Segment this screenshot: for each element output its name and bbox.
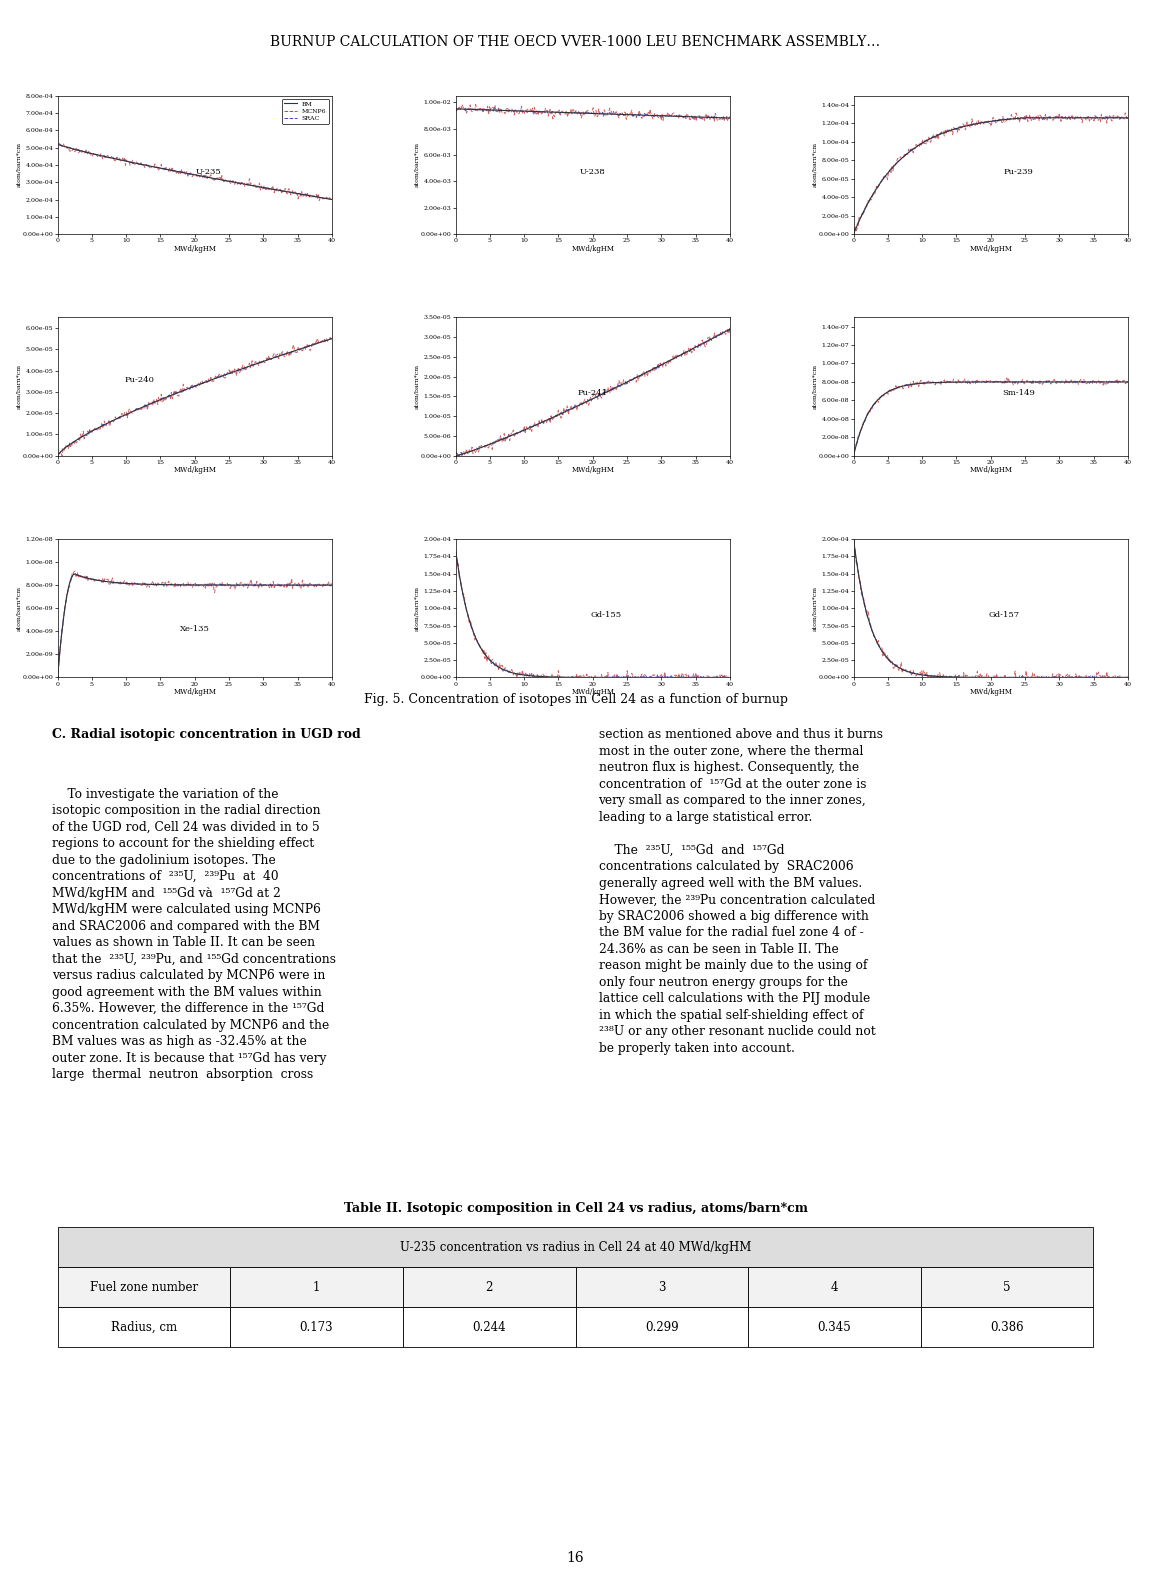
Text: 5: 5 [1004, 1280, 1011, 1294]
Text: U-238: U-238 [580, 167, 605, 175]
X-axis label: MWd/kgHM: MWd/kgHM [571, 245, 615, 253]
Legend: BM, MCNP6, SRAC: BM, MCNP6, SRAC [282, 99, 329, 124]
Y-axis label: atom/barn*cm: atom/barn*cm [16, 363, 21, 410]
Y-axis label: atom/barn*cm: atom/barn*cm [414, 363, 419, 410]
Text: 1: 1 [313, 1280, 320, 1294]
X-axis label: MWd/kgHM: MWd/kgHM [571, 467, 615, 475]
Bar [921, 1267, 1093, 1307]
Text: Gd-157: Gd-157 [989, 611, 1020, 618]
Y-axis label: atom/barn*cm: atom/barn*cm [813, 363, 817, 410]
X-axis label: MWd/kgHM: MWd/kgHM [969, 467, 1012, 475]
Bar [58, 1267, 230, 1307]
Text: C. Radial isotopic concentration in UGD rod: C. Radial isotopic concentration in UGD … [52, 728, 360, 741]
Y-axis label: atom/barn*cm: atom/barn*cm [414, 585, 419, 631]
Text: U-235: U-235 [196, 167, 221, 175]
Y-axis label: atom/barn*cm: atom/barn*cm [16, 585, 21, 631]
Text: 0.386: 0.386 [990, 1320, 1024, 1334]
X-axis label: MWd/kgHM: MWd/kgHM [969, 245, 1012, 253]
Text: Gd-155: Gd-155 [590, 611, 622, 618]
Text: Fuel zone number: Fuel zone number [90, 1280, 198, 1294]
Y-axis label: atom/barn*cm: atom/barn*cm [813, 585, 817, 631]
Text: BURNUP CALCULATION OF THE OECD VVER-1000 LEU BENCHMARK ASSEMBLY…: BURNUP CALCULATION OF THE OECD VVER-1000… [270, 35, 881, 49]
Bar [58, 1307, 230, 1347]
Text: Fig. 5. Concentration of isotopes in Cell 24 as a function of burnup: Fig. 5. Concentration of isotopes in Cel… [364, 693, 787, 706]
Bar [921, 1307, 1093, 1347]
Text: 16: 16 [566, 1551, 585, 1565]
Text: section as mentioned above and thus it burns
most in the outer zone, where the t: section as mentioned above and thus it b… [599, 728, 883, 1055]
Text: Pu-240: Pu-240 [125, 376, 155, 384]
Y-axis label: atom/barn*cm: atom/barn*cm [16, 142, 21, 188]
Bar [748, 1307, 921, 1347]
Text: Table II. Isotopic composition in Cell 24 vs radius, atoms/barn*cm: Table II. Isotopic composition in Cell 2… [343, 1202, 808, 1215]
Text: 0.299: 0.299 [645, 1320, 679, 1334]
Text: 4: 4 [831, 1280, 838, 1294]
Bar [403, 1307, 576, 1347]
Text: 0.173: 0.173 [299, 1320, 334, 1334]
Text: Sm-149: Sm-149 [1001, 389, 1035, 397]
X-axis label: MWd/kgHM: MWd/kgHM [174, 467, 216, 475]
Text: Pu-241: Pu-241 [578, 389, 608, 397]
Bar [230, 1267, 403, 1307]
Y-axis label: atom/barn*cm: atom/barn*cm [813, 142, 817, 188]
X-axis label: MWd/kgHM: MWd/kgHM [969, 689, 1012, 697]
Text: 2: 2 [486, 1280, 493, 1294]
Text: Radius, cm: Radius, cm [110, 1320, 177, 1334]
Text: To investigate the variation of the
isotopic composition in the radial direction: To investigate the variation of the isot… [52, 787, 336, 1081]
X-axis label: MWd/kgHM: MWd/kgHM [174, 245, 216, 253]
Text: Pu-239: Pu-239 [1004, 167, 1034, 175]
Y-axis label: atom/barn*cm: atom/barn*cm [414, 142, 419, 188]
Text: Xe-135: Xe-135 [180, 625, 209, 633]
Bar [576, 1307, 748, 1347]
Text: 3: 3 [658, 1280, 665, 1294]
Bar [748, 1267, 921, 1307]
Bar [403, 1267, 576, 1307]
X-axis label: MWd/kgHM: MWd/kgHM [174, 689, 216, 697]
Bar [230, 1307, 403, 1347]
Bar [576, 1267, 748, 1307]
X-axis label: MWd/kgHM: MWd/kgHM [571, 689, 615, 697]
Text: U-235 concentration vs radius in Cell 24 at 40 MWd/kgHM: U-235 concentration vs radius in Cell 24… [399, 1240, 752, 1254]
Text: 0.244: 0.244 [472, 1320, 506, 1334]
Text: 0.345: 0.345 [817, 1320, 852, 1334]
Bar [58, 1227, 1093, 1267]
